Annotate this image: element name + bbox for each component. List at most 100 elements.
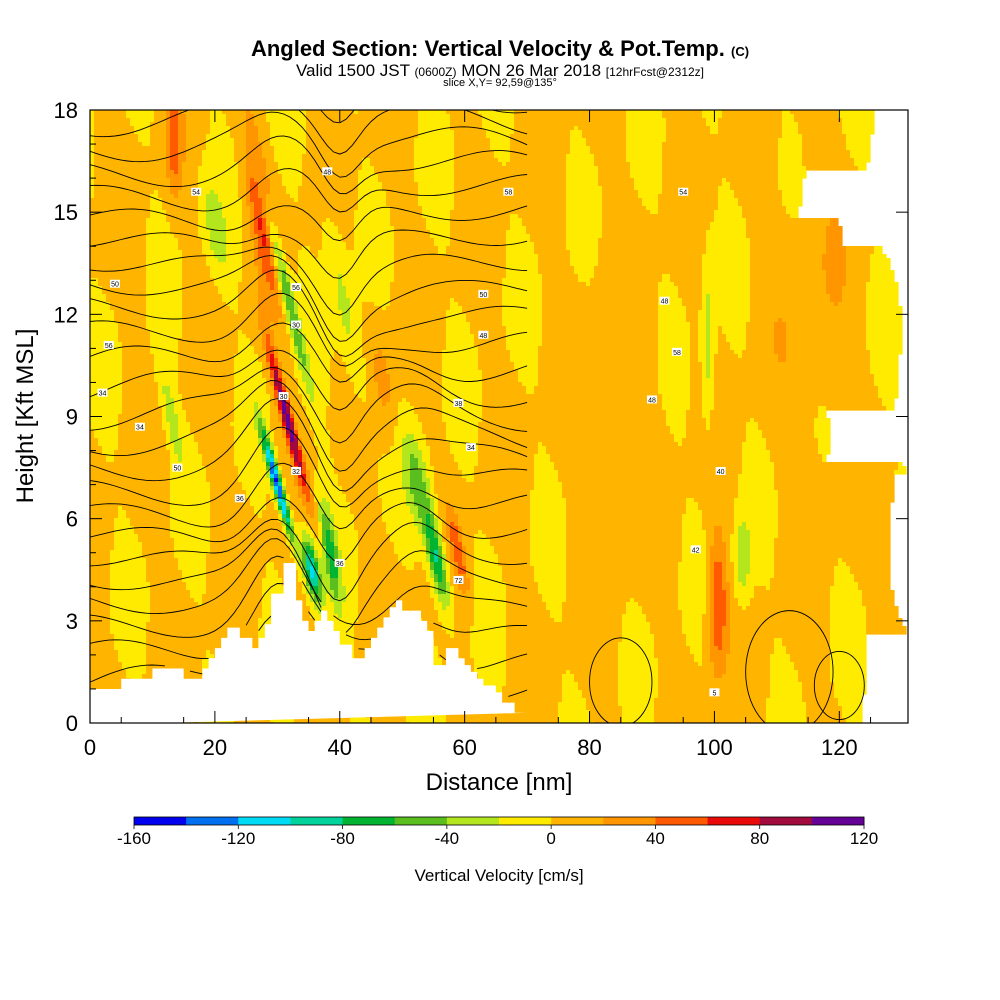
velocity-cell <box>794 118 843 123</box>
velocity-cell <box>206 590 263 595</box>
velocity-cell <box>426 570 431 575</box>
velocity-cell <box>778 182 803 187</box>
velocity-cell <box>726 670 771 675</box>
velocity-cell <box>270 406 279 411</box>
velocity-cell <box>806 718 847 723</box>
velocity-cell <box>342 570 359 575</box>
velocity-cell <box>578 682 619 687</box>
velocity-cell <box>710 322 747 327</box>
velocity-cell <box>750 566 775 571</box>
velocity-cell <box>198 186 239 191</box>
velocity-cell <box>306 350 335 355</box>
velocity-cell <box>250 190 259 195</box>
velocity-cell <box>694 654 703 659</box>
velocity-cell <box>738 570 751 575</box>
velocity-cell <box>358 586 431 591</box>
velocity-cell <box>262 222 267 227</box>
velocity-cell <box>702 638 711 643</box>
velocity-cell <box>746 422 759 427</box>
velocity-cell <box>782 122 799 127</box>
velocity-cell <box>278 470 283 475</box>
velocity-cell <box>702 390 715 395</box>
velocity-cell <box>726 546 731 551</box>
velocity-cell <box>366 390 379 395</box>
velocity-cell <box>710 598 715 603</box>
velocity-cell <box>174 170 179 175</box>
velocity-cell <box>94 142 143 147</box>
velocity-cell <box>150 202 163 207</box>
velocity-cell <box>866 302 899 307</box>
velocity-cell <box>90 662 123 667</box>
velocity-cell <box>662 162 779 167</box>
velocity-cell <box>302 346 307 351</box>
velocity-cell <box>234 438 259 443</box>
velocity-cell <box>294 290 339 295</box>
velocity-cell <box>146 662 203 667</box>
velocity-cell <box>178 362 235 367</box>
velocity-cell <box>714 622 727 627</box>
velocity-cell <box>330 454 383 459</box>
velocity-cell <box>778 354 787 359</box>
velocity-cell <box>182 258 207 263</box>
velocity-cell <box>290 282 339 287</box>
velocity-cell <box>270 366 279 371</box>
velocity-cell <box>254 118 267 123</box>
velocity-cell <box>726 658 771 663</box>
velocity-cell <box>702 258 751 263</box>
velocity-cell <box>302 590 307 595</box>
velocity-cell <box>566 230 603 235</box>
velocity-cell <box>298 570 303 575</box>
velocity-cell <box>430 450 451 455</box>
velocity-cell <box>682 626 703 631</box>
velocity-cell <box>866 286 899 291</box>
velocity-cell <box>114 314 147 319</box>
velocity-cell <box>470 650 507 655</box>
velocity-cell <box>186 582 207 587</box>
velocity-cell <box>426 542 431 547</box>
velocity-cell <box>818 450 831 455</box>
velocity-cell <box>686 410 703 415</box>
velocity-cell <box>286 510 291 515</box>
velocity-cell <box>394 258 507 263</box>
velocity-cell <box>698 354 707 359</box>
velocity-cell <box>694 658 703 663</box>
velocity-cell <box>298 266 395 271</box>
velocity-cell <box>290 598 307 603</box>
velocity-cell <box>406 714 447 719</box>
velocity-cell <box>414 502 431 507</box>
velocity-cell <box>262 374 271 379</box>
velocity-cell <box>438 550 443 555</box>
velocity-cell <box>510 226 527 231</box>
velocity-cell <box>202 454 235 459</box>
velocity-cell <box>478 450 539 455</box>
velocity-cell <box>218 198 243 203</box>
velocity-cell <box>706 542 715 547</box>
velocity-cell <box>258 282 271 287</box>
velocity-cell <box>210 506 255 511</box>
velocity-cell <box>502 306 543 311</box>
velocity-cell <box>678 442 683 447</box>
velocity-cell <box>234 354 259 359</box>
velocity-cell <box>378 178 415 183</box>
velocity-cell <box>286 494 291 499</box>
velocity-cell <box>330 398 363 403</box>
velocity-cell <box>274 390 279 395</box>
velocity-cell <box>270 470 275 475</box>
velocity-cell <box>738 526 747 531</box>
velocity-cell <box>554 462 743 467</box>
velocity-cell <box>158 386 163 391</box>
isentrope-line <box>90 111 528 178</box>
velocity-cell <box>430 454 455 459</box>
velocity-cell <box>294 330 299 335</box>
velocity-cell <box>338 302 351 307</box>
velocity-cell <box>474 666 507 671</box>
velocity-cell <box>258 126 271 131</box>
velocity-cell <box>190 590 207 595</box>
velocity-cell <box>90 462 171 467</box>
velocity-cell <box>182 314 259 319</box>
velocity-cell <box>90 298 107 303</box>
velocity-cell <box>318 506 331 511</box>
velocity-cell <box>258 406 271 411</box>
velocity-cell <box>266 274 275 279</box>
velocity-cell <box>446 326 471 331</box>
